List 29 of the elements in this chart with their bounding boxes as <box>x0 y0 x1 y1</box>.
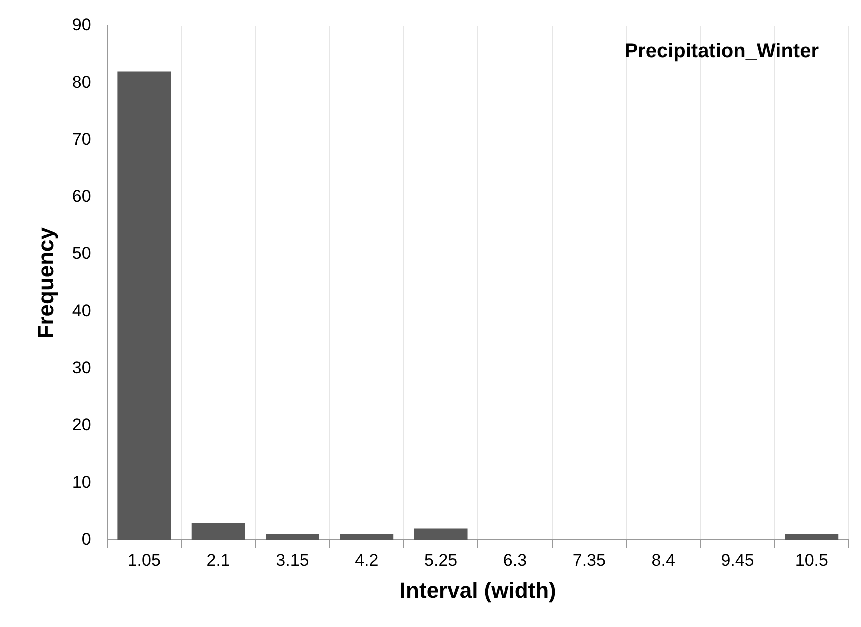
y-tick-label: 50 <box>72 244 92 264</box>
x-tick-label: 4.2 <box>355 551 379 570</box>
x-tick-label: 5.25 <box>424 551 458 570</box>
y-tick-label: 30 <box>72 358 92 378</box>
x-tick-label: 2.1 <box>206 551 230 570</box>
y-tick-label: 20 <box>72 416 92 435</box>
x-tick-label: 6.3 <box>503 551 528 570</box>
x-axis-title: Interval (width) <box>400 578 556 603</box>
x-tick-label: 10.5 <box>795 551 828 570</box>
bar <box>785 534 839 540</box>
y-tick-label: 10 <box>72 472 92 492</box>
y-axis-title: Frequency <box>33 226 58 339</box>
bar <box>118 72 172 540</box>
x-tick-label: 3.15 <box>276 551 310 570</box>
y-tick-label: 70 <box>72 130 92 149</box>
bar <box>266 534 320 540</box>
x-tick-label: 9.45 <box>721 551 754 570</box>
x-tick-label: 8.4 <box>652 551 676 570</box>
bar <box>414 528 468 540</box>
x-tick-label: 7.35 <box>572 551 606 570</box>
y-tick-label: 60 <box>72 187 92 206</box>
text: Precipitation_Winter <box>624 40 820 63</box>
y-tick-label: 40 <box>72 301 92 320</box>
bar <box>192 523 246 540</box>
y-tick-label: 80 <box>72 72 92 92</box>
bar <box>340 534 394 540</box>
y-tick-label: 0 <box>82 530 92 549</box>
x-tick-label: 1.05 <box>128 551 161 570</box>
y-tick-label: 90 <box>72 16 92 35</box>
